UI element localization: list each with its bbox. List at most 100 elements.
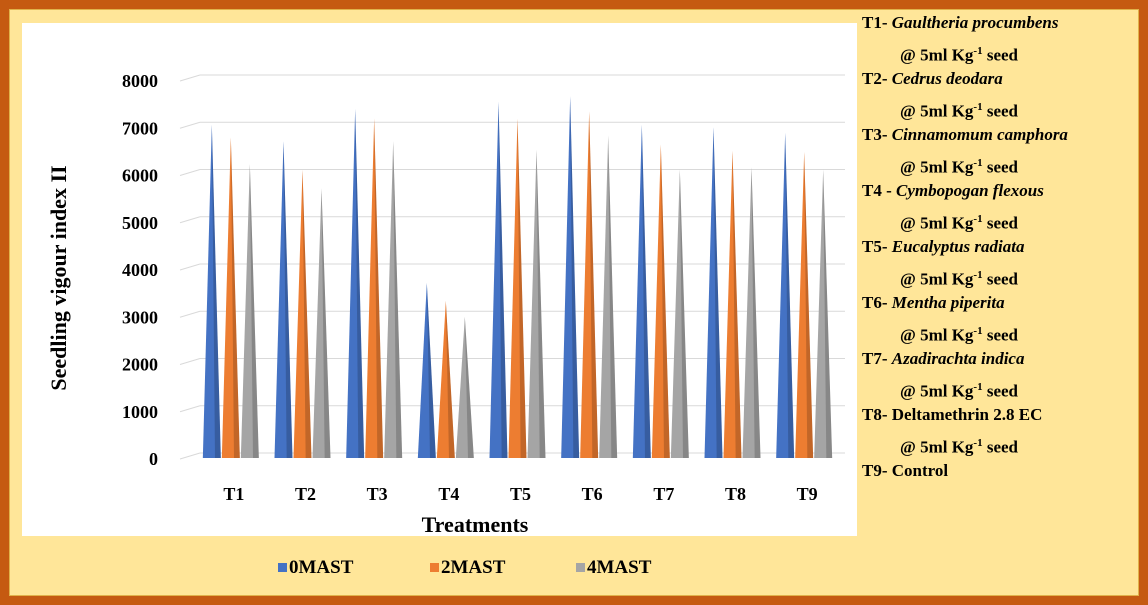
bar-shade-0MAST-T1	[211, 124, 221, 459]
legend-swatch-2MAST	[430, 563, 439, 572]
bar-2MAST-T2	[293, 169, 312, 458]
treatment-code: T9- Control	[862, 461, 949, 480]
legend-label-2MAST: 2MAST	[441, 557, 506, 578]
treatment-dose: @ 5ml Kg-1 seed	[900, 153, 1018, 178]
legend-swatch-4MAST	[576, 563, 585, 572]
dose-unit: seed	[982, 213, 1019, 233]
gridline-side	[179, 263, 201, 271]
gridline-side	[179, 358, 201, 365]
bar-shade-4MAST-T8	[751, 167, 761, 458]
bar-0MAST-T8	[704, 126, 723, 458]
bar-shade-0MAST-T4	[426, 282, 436, 458]
legend-label-4MAST: 4MAST	[587, 557, 652, 578]
chart-background: 0 1000 2000 3000 4000 5000 6000 7000 8000 T1 T2 T3 T…	[9, 9, 1139, 596]
dose-exponent: -1	[973, 381, 983, 393]
bar-0MAST-T4	[417, 282, 436, 458]
dose-unit: seed	[982, 325, 1019, 345]
bar-2MAST-T5	[508, 118, 527, 458]
dose-unit: seed	[982, 437, 1019, 457]
bar-shade-4MAST-T7	[679, 169, 689, 458]
treatment-code: T8- Deltamethrin 2.8 EC	[862, 405, 1043, 424]
y-tick-label: 1000	[122, 402, 158, 422]
x-tick-label: T9	[797, 484, 818, 504]
treatment-code: T4 -	[862, 181, 896, 200]
bar-shade-0MAST-T3	[355, 109, 365, 459]
x-tick-label: T8	[725, 484, 746, 504]
bar-0MAST-T6	[561, 96, 580, 458]
dose-text: @ 5ml Kg	[900, 437, 974, 457]
treatment-species: Azadirachta indica	[891, 349, 1025, 368]
treatment-note-title: T6- Mentha piperita	[862, 293, 1005, 313]
bar-shade-2MAST-T9	[804, 152, 814, 458]
gridline-side	[179, 310, 201, 318]
y-tick-label: 6000	[122, 166, 158, 186]
treatment-note-title: T2- Cedrus deodara	[862, 69, 1003, 89]
treatment-code: T3-	[862, 125, 892, 144]
treatment-note-title: T7- Azadirachta indica	[862, 349, 1024, 369]
treatment-code: T6-	[862, 293, 892, 312]
dose-unit: seed	[982, 381, 1019, 401]
treatment-dose: @ 5ml Kg-1 seed	[900, 265, 1018, 290]
bar-0MAST-T3	[346, 109, 365, 459]
bar-4MAST-T8	[742, 167, 761, 458]
dose-text: @ 5ml Kg	[900, 381, 974, 401]
x-tick-label: T4	[438, 484, 459, 504]
bar-shade-0MAST-T9	[785, 132, 795, 458]
treatment-note-title: T8- Deltamethrin 2.8 EC	[862, 405, 1042, 425]
bar-shade-2MAST-T2	[302, 169, 312, 458]
bar-4MAST-T7	[670, 169, 689, 458]
bar-4MAST-T6	[599, 135, 618, 458]
bar-4MAST-T3	[384, 141, 403, 458]
bar-shade-2MAST-T5	[517, 118, 527, 458]
bar-shade-2MAST-T3	[374, 118, 384, 458]
x-tick-label: T2	[295, 484, 316, 504]
y-tick-label: 5000	[122, 213, 158, 233]
dose-unit: seed	[982, 45, 1019, 65]
y-tick-label: 0	[149, 449, 158, 469]
bar-4MAST-T5	[527, 149, 546, 458]
legend-label-0MAST: 0MAST	[289, 557, 354, 578]
treatment-species: Gaultheria procumbens	[891, 13, 1059, 32]
y-tick-label: 2000	[122, 355, 158, 375]
bar-shade-2MAST-T1	[230, 137, 240, 458]
dose-exponent: -1	[973, 101, 983, 113]
bar-shade-4MAST-T5	[536, 149, 546, 458]
bar-shade-4MAST-T3	[393, 141, 403, 458]
x-tick-label: T5	[510, 484, 531, 504]
bar-4MAST-T2	[312, 188, 331, 458]
bar-shade-4MAST-T6	[608, 135, 618, 458]
treatment-dose: @ 5ml Kg-1 seed	[900, 377, 1018, 402]
treatment-code: T7-	[862, 349, 892, 368]
treatment-dose: @ 5ml Kg-1 seed	[900, 209, 1018, 234]
bar-2MAST-T7	[651, 144, 670, 458]
gridline-side	[179, 169, 201, 176]
gridline-side	[179, 405, 201, 413]
bar-2MAST-T9	[795, 152, 814, 458]
y-tick-label: 4000	[122, 260, 158, 280]
bar-shade-4MAST-T2	[321, 188, 331, 458]
dose-exponent: -1	[973, 325, 983, 337]
dose-text: @ 5ml Kg	[900, 157, 974, 177]
gridline-side	[179, 121, 201, 129]
bar-shade-2MAST-T4	[445, 300, 455, 458]
bar-shade-2MAST-T8	[732, 150, 742, 458]
dose-unit: seed	[982, 157, 1019, 177]
x-tick-label: T3	[367, 484, 388, 504]
bar-shade-0MAST-T5	[498, 101, 508, 459]
treatment-dose: @ 5ml Kg-1 seed	[900, 433, 1018, 458]
y-tick-label: 3000	[122, 307, 158, 327]
dose-exponent: -1	[973, 157, 983, 169]
gridline-side	[179, 452, 201, 460]
bar-shade-0MAST-T8	[713, 126, 723, 458]
treatment-note-title: T4 - Cymbopogan flexous	[862, 181, 1044, 201]
dose-text: @ 5ml Kg	[900, 269, 974, 289]
treatment-dose: @ 5ml Kg-1 seed	[900, 97, 1018, 122]
bar-shade-0MAST-T6	[570, 96, 580, 458]
bar-shade-4MAST-T9	[823, 169, 833, 458]
bar-shade-0MAST-T7	[641, 124, 651, 459]
treatment-code: T5-	[862, 237, 892, 256]
treatment-dose: @ 5ml Kg-1 seed	[900, 321, 1018, 346]
bar-2MAST-T8	[723, 150, 742, 458]
dose-text: @ 5ml Kg	[900, 101, 974, 121]
bar-0MAST-T5	[489, 101, 508, 459]
